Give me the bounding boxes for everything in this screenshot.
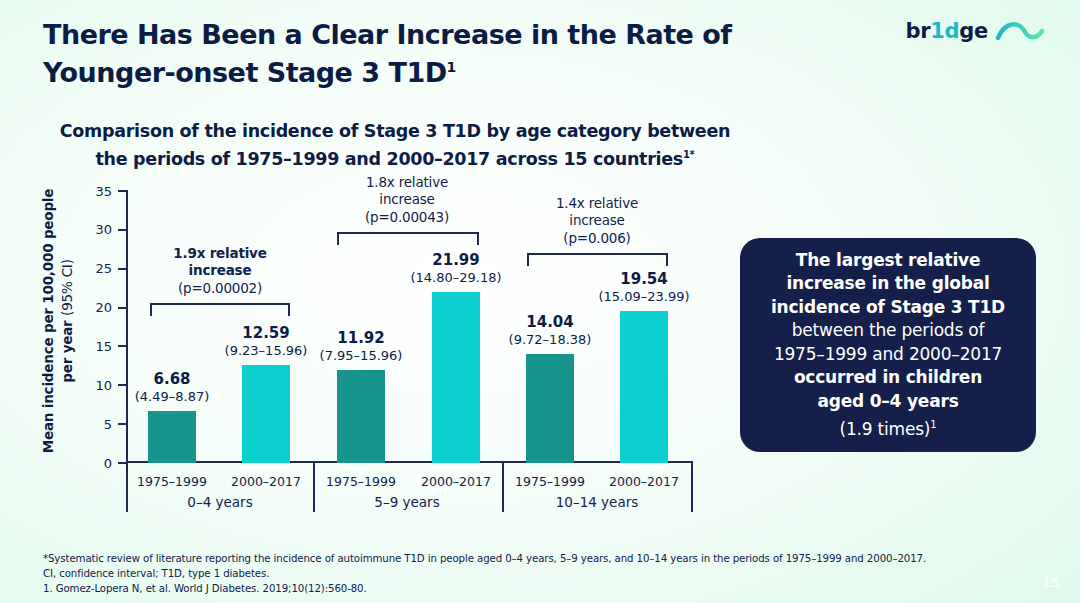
- key-takeaway-callout: The largest relative increase in the glo…: [740, 238, 1036, 452]
- age-group-label-0-4: 0–4 years: [135, 494, 305, 510]
- callout-line: The largest relative: [748, 249, 1028, 273]
- x-tick-period: 1975–1999: [515, 474, 585, 489]
- callout-line: increase in the global: [748, 272, 1028, 296]
- comparison-bracket: [527, 253, 668, 266]
- bar: [337, 370, 385, 463]
- comparison-bracket: [337, 232, 479, 245]
- x-tick-period: 2000–2017: [609, 474, 679, 489]
- x-tick-period: 1975–1999: [137, 474, 207, 489]
- y-tick: 15: [58, 337, 126, 355]
- logo-wordmark: br1dge: [905, 19, 988, 43]
- page-number: 15: [1042, 574, 1060, 590]
- footnote-systematic-review: *Systematic review of literature reporti…: [43, 551, 1053, 566]
- bridge-wave-icon: [994, 18, 1052, 44]
- y-tick: 30: [58, 221, 126, 239]
- bar: [242, 365, 290, 463]
- group-divider: [502, 461, 504, 512]
- bar: [620, 311, 668, 463]
- y-tick: 5: [58, 415, 126, 433]
- group-divider: [691, 461, 693, 512]
- age-group-label-5-9: 5–9 years: [322, 494, 492, 510]
- annotation-relative-increase-10-14: 1.4x relative increase (p=0.006): [482, 195, 712, 248]
- footnote-abbreviations: CI, confidence interval; T1D, type 1 dia…: [43, 566, 1053, 581]
- callout-line: aged 0–4 years: [748, 390, 1028, 414]
- y-tick: 0: [58, 454, 126, 472]
- annotation-relative-increase-0-4: 1.9x relative increase (p=0.00002): [105, 245, 335, 298]
- x-tick-period: 1975–1999: [326, 474, 396, 489]
- incidence-bar-chart: Mean incidence per 100,000 people per ye…: [0, 0, 740, 603]
- tick-mark: [118, 462, 126, 464]
- tick-mark: [118, 190, 126, 192]
- bar-value-label: 19.54 (15.09–23.99): [598, 270, 689, 305]
- bar-value-label: 11.92 (7.95–15.96): [320, 329, 403, 364]
- x-axis-line: [126, 461, 692, 463]
- comparison-bracket: [150, 303, 290, 316]
- bar-value-label: 12.59 (9.23–15.96): [225, 324, 308, 359]
- footnote-reference: 1. Gomez-Lopera N, et al. World J Diabet…: [43, 581, 1053, 596]
- tick-mark: [118, 307, 126, 309]
- y-tick: 10: [58, 376, 126, 394]
- callout-line: 1975–1999 and 2000–2017: [748, 343, 1028, 367]
- bridge-logo: br1dge: [905, 18, 1052, 44]
- tick-mark: [118, 423, 126, 425]
- callout-line: occurred in children: [748, 366, 1028, 390]
- group-divider: [313, 461, 315, 512]
- slide: There Has Been a Clear Increase in the R…: [0, 0, 1080, 603]
- age-group-label-10-14: 10–14 years: [512, 494, 682, 510]
- footnotes: *Systematic review of literature reporti…: [43, 551, 1053, 596]
- bar: [148, 411, 196, 463]
- callout-line: between the periods of: [748, 319, 1028, 343]
- y-axis-line: [126, 190, 128, 512]
- bar: [432, 292, 480, 463]
- x-tick-period: 2000–2017: [231, 474, 301, 489]
- callout-line: (1.9 times)1: [748, 413, 1028, 441]
- bar-value-label: 21.99 (14.80–29.18): [410, 251, 501, 286]
- y-tick: 35: [58, 182, 126, 200]
- x-tick-period: 2000–2017: [421, 474, 491, 489]
- bar: [526, 354, 574, 463]
- tick-mark: [118, 345, 126, 347]
- bar-value-label: 14.04 (9.72–18.38): [509, 313, 592, 348]
- callout-line: incidence of Stage 3 T1D: [748, 296, 1028, 320]
- y-tick: 20: [58, 299, 126, 317]
- tick-mark: [118, 384, 126, 386]
- bar-value-label: 6.68 (4.49–8.87): [135, 370, 210, 405]
- tick-mark: [118, 229, 126, 231]
